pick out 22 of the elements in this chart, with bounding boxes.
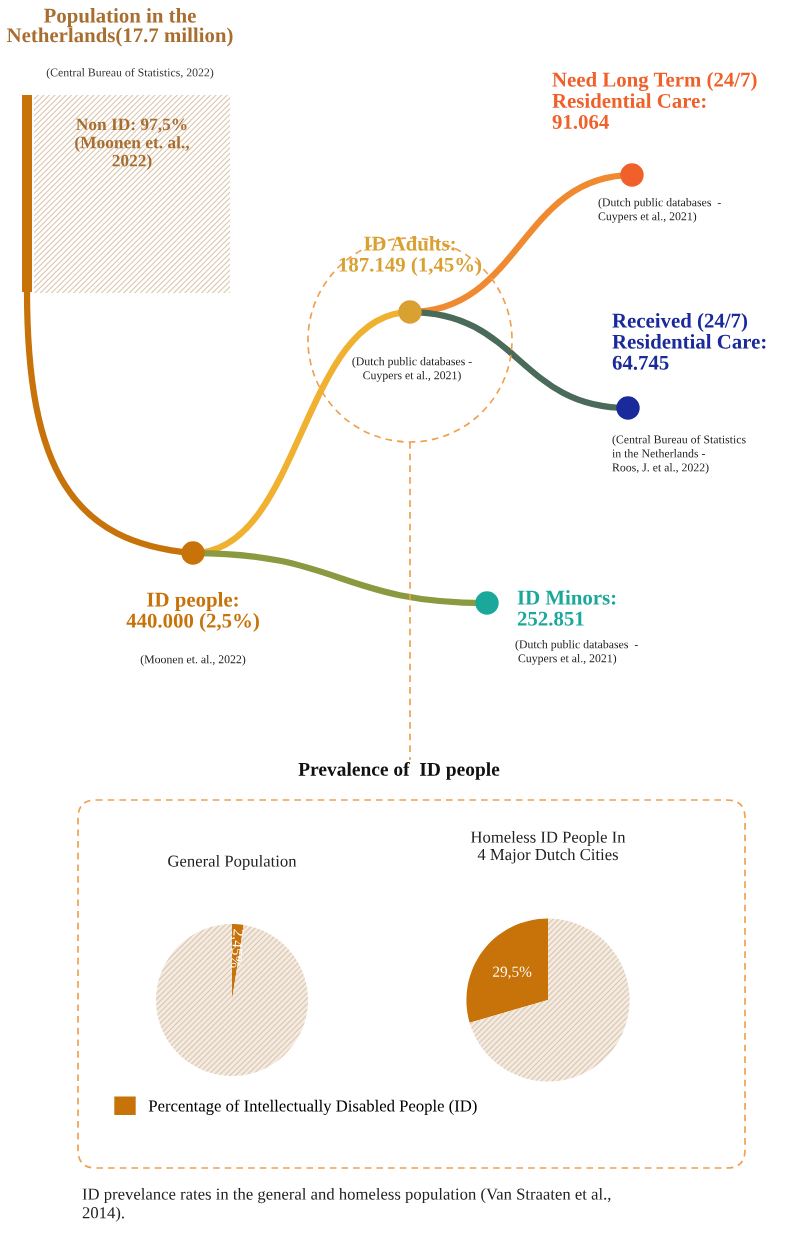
text: (Central Bureau of Statistics, 2022) [46, 68, 214, 79]
category-label: Non ID: 97,5% (Moonen et. al., 2022) [75, 118, 189, 171]
category-label: ID Minors: 252.851 [517, 590, 616, 626]
category-label: Need Long Term (24/7) Residential Care: 91.064 [552, 72, 757, 130]
legend-label: Percentage of Intellectually Disabled People (ID) [148, 1099, 477, 1115]
text: (Moonen et. al., 2022) [140, 655, 246, 666]
data-label: 29,5% [493, 966, 532, 980]
chart-subtitle: Prevalence of ID people [298, 762, 500, 780]
text: (Dutch public databases - Cuypers et al., 2021) [352, 357, 472, 382]
chart-title: General Population [168, 855, 297, 871]
text: ID prevelance rates in the general and homeless population (Van Straaten et al., 2014). [82, 1188, 611, 1222]
text: (Central Bureau of Statistics in the Netherlands - Roos, J. et al., 2022) [612, 435, 746, 474]
data-label: 2,45% [228, 929, 244, 969]
chart-title: Homeless ID People In 4 Major Dutch Cities [470, 831, 626, 864]
pie-slice [469, 918, 630, 1082]
text: (Dutch public databases - Cuypers et al., 2021) [598, 198, 721, 223]
category-label: ID Adults: 187.149 (1,45%) [339, 236, 482, 276]
text: Population in the Netherlands(17.7 million) [6, 8, 233, 47]
category-label: Received (24/7) Residential Care: 64.745 [612, 313, 766, 370]
category-label: ID people: 440.000 (2,5%) [126, 592, 259, 632]
text: (Dutch public databases - Cuypers et al., 2021) [515, 640, 638, 665]
pie-slice [466, 918, 548, 1023]
